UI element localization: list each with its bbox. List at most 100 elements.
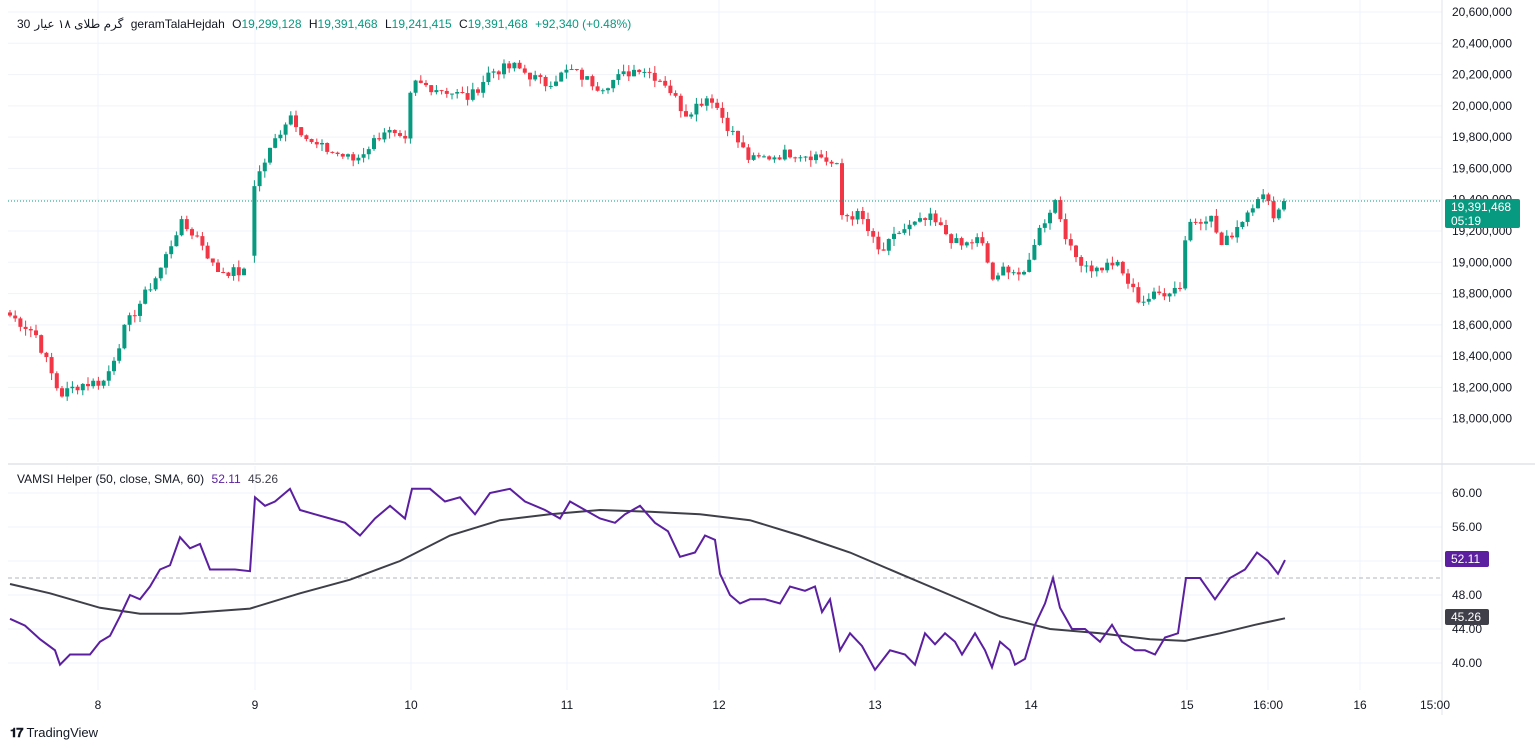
candle-body[interactable]	[658, 80, 662, 82]
candle-body[interactable]	[91, 380, 96, 387]
candle-body[interactable]	[101, 380, 106, 386]
candle-body[interactable]	[564, 69, 569, 73]
candle-body[interactable]	[860, 210, 865, 220]
candle-body[interactable]	[803, 156, 808, 158]
candle-body[interactable]	[455, 91, 460, 94]
candle-body[interactable]	[148, 289, 153, 291]
candle-body[interactable]	[871, 231, 876, 237]
candle-body[interactable]	[1089, 265, 1094, 272]
candle-body[interactable]	[814, 154, 818, 161]
candle-body[interactable]	[694, 103, 699, 115]
candle-body[interactable]	[548, 85, 553, 87]
candle-body[interactable]	[580, 69, 584, 80]
candle-body[interactable]	[543, 76, 548, 87]
candle-body[interactable]	[1063, 219, 1068, 240]
candle-body[interactable]	[1193, 221, 1198, 223]
candle-body[interactable]	[205, 245, 210, 259]
candle-body[interactable]	[60, 388, 64, 397]
candle-body[interactable]	[678, 95, 683, 112]
candle-body[interactable]	[559, 72, 564, 82]
candle-body[interactable]	[491, 71, 496, 73]
candle-body[interactable]	[1105, 262, 1110, 271]
candle-body[interactable]	[96, 380, 101, 386]
candle-body[interactable]	[819, 154, 824, 158]
candle-body[interactable]	[65, 388, 70, 397]
candle-body[interactable]	[226, 272, 231, 276]
candle-body[interactable]	[616, 74, 621, 80]
candle-body[interactable]	[751, 155, 756, 160]
candle-body[interactable]	[866, 219, 870, 232]
candle-body[interactable]	[1146, 298, 1151, 302]
candle-body[interactable]	[481, 82, 486, 93]
candle-body[interactable]	[1084, 265, 1089, 267]
candle-body[interactable]	[1219, 232, 1224, 246]
candle-body[interactable]	[106, 371, 111, 381]
candle-body[interactable]	[1157, 291, 1162, 294]
candle-body[interactable]	[424, 82, 428, 86]
candle-body[interactable]	[122, 324, 127, 349]
candle-body[interactable]	[730, 130, 735, 132]
candle-body[interactable]	[746, 147, 751, 160]
candle-body[interactable]	[54, 373, 59, 389]
candle-body[interactable]	[756, 155, 761, 157]
candle-body[interactable]	[1011, 272, 1016, 274]
candle-body[interactable]	[1172, 287, 1177, 294]
candle-body[interactable]	[668, 85, 673, 94]
candle-body[interactable]	[824, 157, 829, 162]
candle-body[interactable]	[28, 329, 33, 331]
candle-body[interactable]	[1016, 272, 1021, 275]
candle-body[interactable]	[1100, 267, 1104, 271]
candle-body[interactable]	[340, 153, 345, 157]
candle-body[interactable]	[704, 98, 709, 106]
candle-body[interactable]	[304, 135, 309, 140]
candle-body[interactable]	[283, 124, 288, 135]
candle-body[interactable]	[689, 114, 694, 117]
candle-body[interactable]	[1250, 208, 1255, 213]
candle-body[interactable]	[382, 132, 387, 140]
candle-body[interactable]	[1032, 244, 1037, 260]
candle-body[interactable]	[907, 224, 912, 230]
candle-body[interactable]	[1162, 293, 1167, 297]
candle-body[interactable]	[1037, 227, 1042, 245]
candle-body[interactable]	[1120, 261, 1125, 274]
candle-body[interactable]	[736, 130, 740, 143]
candle-body[interactable]	[611, 79, 616, 89]
candle-body[interactable]	[1183, 240, 1188, 289]
candle-body[interactable]	[1198, 222, 1203, 224]
candle-body[interactable]	[1048, 212, 1052, 224]
candle-body[interactable]	[1276, 209, 1281, 219]
candle-body[interactable]	[533, 75, 538, 80]
candle-body[interactable]	[892, 233, 896, 240]
candle-body[interactable]	[86, 383, 90, 387]
candle-body[interactable]	[725, 117, 730, 131]
candle-body[interactable]	[1261, 194, 1266, 200]
candle-body[interactable]	[257, 171, 262, 187]
candle-body[interactable]	[49, 357, 54, 374]
candle-body[interactable]	[834, 163, 839, 165]
candle-body[interactable]	[538, 75, 543, 77]
candle-body[interactable]	[996, 275, 1000, 280]
candle-body[interactable]	[886, 239, 891, 251]
candle-body[interactable]	[377, 138, 382, 140]
candle-body[interactable]	[938, 222, 943, 226]
candle-body[interactable]	[798, 157, 803, 159]
candle-body[interactable]	[663, 80, 668, 86]
candle-body[interactable]	[522, 68, 527, 73]
candle-body[interactable]	[356, 157, 361, 161]
candle-body[interactable]	[387, 129, 392, 133]
candle-body[interactable]	[117, 348, 122, 361]
candle-body[interactable]	[928, 213, 933, 220]
candle-body[interactable]	[346, 154, 350, 157]
candle-body[interactable]	[507, 63, 512, 69]
candle-body[interactable]	[1235, 227, 1240, 238]
candle-body[interactable]	[34, 330, 38, 336]
candle-body[interactable]	[715, 102, 720, 108]
candle-body[interactable]	[158, 267, 163, 279]
candle-body[interactable]	[1136, 287, 1141, 303]
candle-body[interactable]	[1214, 215, 1219, 233]
candle-body[interactable]	[314, 142, 319, 145]
candle-body[interactable]	[216, 262, 220, 273]
candle-body[interactable]	[918, 218, 922, 222]
candle-body[interactable]	[777, 157, 782, 160]
candle-body[interactable]	[990, 262, 995, 280]
